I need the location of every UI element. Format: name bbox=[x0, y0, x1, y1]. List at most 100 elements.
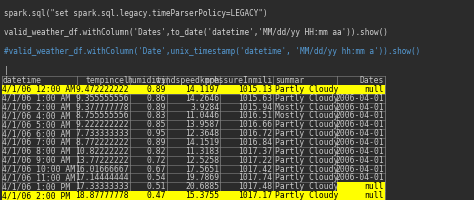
Text: 1016.84: 1016.84 bbox=[238, 138, 273, 147]
Text: 2006-04-01: 2006-04-01 bbox=[335, 129, 384, 138]
Text: 14.1519: 14.1519 bbox=[185, 138, 219, 147]
Text: null: null bbox=[365, 85, 384, 94]
Text: 1017.42: 1017.42 bbox=[238, 164, 273, 173]
Text: 17.14444444: 17.14444444 bbox=[75, 173, 129, 182]
Text: 0.89: 0.89 bbox=[147, 102, 166, 112]
Text: 17.33333333: 17.33333333 bbox=[75, 182, 129, 191]
Text: 4/1/06 6:00 AM: 4/1/06 6:00 AM bbox=[2, 129, 71, 138]
Text: 1016.51: 1016.51 bbox=[238, 111, 273, 120]
Text: 20.6885: 20.6885 bbox=[185, 182, 219, 191]
Text: 4/1/06 7:00 AM: 4/1/06 7:00 AM bbox=[2, 138, 71, 147]
Text: 0.72: 0.72 bbox=[147, 156, 166, 165]
Text: pressureInmili: pressureInmili bbox=[204, 76, 273, 85]
Text: 3.9284: 3.9284 bbox=[190, 102, 219, 112]
Text: 14.1197: 14.1197 bbox=[185, 85, 219, 94]
Text: 19.7869: 19.7869 bbox=[185, 173, 219, 182]
Text: 16.01666667: 16.01666667 bbox=[75, 164, 129, 173]
Text: 0.95: 0.95 bbox=[147, 129, 166, 138]
Text: 9.472222222: 9.472222222 bbox=[75, 85, 129, 94]
Text: 2006-04-01: 2006-04-01 bbox=[335, 120, 384, 129]
Text: 2006-04-01: 2006-04-01 bbox=[335, 164, 384, 173]
Text: 2006-04-01: 2006-04-01 bbox=[335, 173, 384, 182]
Text: windspeedkmph: windspeedkmph bbox=[156, 76, 219, 85]
Text: 12.3648: 12.3648 bbox=[185, 129, 219, 138]
Text: 9.355555556: 9.355555556 bbox=[75, 94, 129, 103]
Text: Partly Cloudy: Partly Cloudy bbox=[275, 164, 339, 173]
Text: 1015.13: 1015.13 bbox=[238, 85, 273, 94]
Text: 0.47: 0.47 bbox=[147, 191, 166, 200]
Text: null: null bbox=[365, 182, 384, 191]
Text: 1017.37: 1017.37 bbox=[238, 147, 273, 156]
Text: 1016.72: 1016.72 bbox=[238, 129, 273, 138]
Text: |: | bbox=[4, 66, 9, 75]
Text: 1017.17: 1017.17 bbox=[238, 191, 273, 200]
Text: humidity: humidity bbox=[128, 76, 166, 85]
Text: 1015.63: 1015.63 bbox=[238, 94, 273, 103]
Text: 0.83: 0.83 bbox=[147, 111, 166, 120]
Text: 2006-04-01: 2006-04-01 bbox=[335, 156, 384, 165]
Text: 2006-04-01: 2006-04-01 bbox=[335, 138, 384, 147]
Text: 11.0446: 11.0446 bbox=[185, 111, 219, 120]
Text: 4/1/06 1:00 PM: 4/1/06 1:00 PM bbox=[2, 182, 71, 191]
Bar bbox=[2, 85, 385, 94]
Bar bbox=[337, 85, 385, 94]
Text: Partly Cloudy: Partly Cloudy bbox=[275, 85, 339, 94]
Bar bbox=[337, 191, 385, 200]
Text: 4/1/06 1:00 AM: 4/1/06 1:00 AM bbox=[2, 94, 71, 103]
Text: 4/1/06 10:00 AM: 4/1/06 10:00 AM bbox=[2, 164, 75, 173]
Text: 10.82222222: 10.82222222 bbox=[75, 147, 129, 156]
Text: #valid_weather_df.withColumn('Date',unix_timestamp('datetime', 'MM/dd/yy hh:mm a: #valid_weather_df.withColumn('Date',unix… bbox=[4, 47, 420, 56]
Text: 9.377777778: 9.377777778 bbox=[75, 102, 129, 112]
Text: spark.sql("set spark.sql.legacy.timeParserPolicy=LEGACY"): spark.sql("set spark.sql.legacy.timePars… bbox=[4, 9, 267, 18]
Text: 4/1/06 9:00 AM: 4/1/06 9:00 AM bbox=[2, 156, 71, 165]
Text: Partly Cloudy: Partly Cloudy bbox=[275, 129, 339, 138]
Text: 4/1/06 2:00 AM: 4/1/06 2:00 AM bbox=[2, 102, 71, 112]
Text: 0.89: 0.89 bbox=[147, 85, 166, 94]
Text: tempincel: tempincel bbox=[85, 76, 129, 85]
Text: 7.733333333: 7.733333333 bbox=[75, 129, 129, 138]
Text: 0.86: 0.86 bbox=[147, 94, 166, 103]
Text: 15.3755: 15.3755 bbox=[185, 191, 219, 200]
Text: 4/1/06 4:00 AM: 4/1/06 4:00 AM bbox=[2, 111, 71, 120]
Text: 13.9587: 13.9587 bbox=[185, 120, 219, 129]
Bar bbox=[337, 182, 385, 191]
Text: Dates: Dates bbox=[360, 76, 384, 85]
Text: 1017.22: 1017.22 bbox=[238, 156, 273, 165]
Text: 1017.48: 1017.48 bbox=[238, 182, 273, 191]
Text: 11.3183: 11.3183 bbox=[185, 147, 219, 156]
Text: 2006-04-01: 2006-04-01 bbox=[335, 111, 384, 120]
Text: Partly Cloudy: Partly Cloudy bbox=[275, 191, 339, 200]
Text: 1015.94: 1015.94 bbox=[238, 102, 273, 112]
Text: Mostly Cloudy: Mostly Cloudy bbox=[275, 111, 339, 120]
Text: 4/1/06 8:00 AM: 4/1/06 8:00 AM bbox=[2, 147, 71, 156]
Bar bbox=[2, 191, 385, 200]
Text: 0.54: 0.54 bbox=[147, 173, 166, 182]
Text: summar: summar bbox=[275, 76, 305, 85]
Text: Partly Cloudy: Partly Cloudy bbox=[275, 138, 339, 147]
Text: 0.85: 0.85 bbox=[147, 120, 166, 129]
Text: 8.755555556: 8.755555556 bbox=[75, 111, 129, 120]
Text: Partly Cloudy: Partly Cloudy bbox=[275, 156, 339, 165]
Text: 18.87777778: 18.87777778 bbox=[75, 191, 129, 200]
Text: 0.89: 0.89 bbox=[147, 138, 166, 147]
Text: 4/1/06 5:00 AM: 4/1/06 5:00 AM bbox=[2, 120, 71, 129]
Text: Mostly Cloudy: Mostly Cloudy bbox=[275, 102, 339, 112]
Text: 0.51: 0.51 bbox=[147, 182, 166, 191]
Text: 2006-04-01: 2006-04-01 bbox=[335, 102, 384, 112]
Text: 1017.74: 1017.74 bbox=[238, 173, 273, 182]
Text: Partly Cloudy: Partly Cloudy bbox=[275, 120, 339, 129]
Text: 2006-04-01: 2006-04-01 bbox=[335, 147, 384, 156]
Text: 12.5258: 12.5258 bbox=[185, 156, 219, 165]
Text: null: null bbox=[365, 191, 384, 200]
Text: Partly Cloudy: Partly Cloudy bbox=[275, 147, 339, 156]
Text: 13.77222222: 13.77222222 bbox=[75, 156, 129, 165]
Text: datetime: datetime bbox=[2, 76, 41, 85]
Text: 14.2646: 14.2646 bbox=[185, 94, 219, 103]
Text: Partly Cloudy: Partly Cloudy bbox=[275, 173, 339, 182]
Text: 4/1/06 2:00 PM: 4/1/06 2:00 PM bbox=[2, 191, 71, 200]
Text: 9.222222222: 9.222222222 bbox=[75, 120, 129, 129]
Text: valid_weather_df.withColumn('Dates',to_date('datetime','MM/dd/yy HH:mm aa')).sho: valid_weather_df.withColumn('Dates',to_d… bbox=[4, 28, 388, 37]
Text: 4/1/06 12:00 AM: 4/1/06 12:00 AM bbox=[2, 85, 75, 94]
Text: 0.67: 0.67 bbox=[147, 164, 166, 173]
Text: Partly Cloudy: Partly Cloudy bbox=[275, 94, 339, 103]
